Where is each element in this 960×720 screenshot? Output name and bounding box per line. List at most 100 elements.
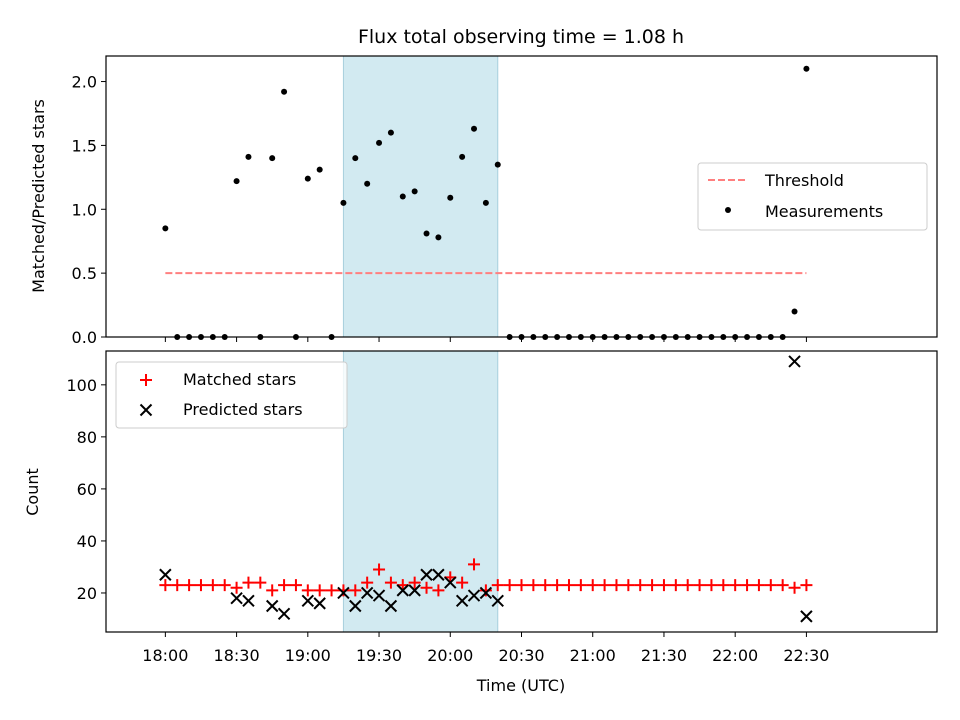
panel-1: 20 40 60 80 100 18:00 18:30 19:00 19:30 20:00 20:3… [66,350,938,665]
measurement-point [376,139,383,146]
matched-star-marker [159,579,172,592]
matched-star-marker [610,579,623,592]
predicted-star-marker [479,586,493,600]
measurement-point [233,178,240,185]
predicted-star-marker [800,610,813,623]
x-tick-label: 18:00 [142,646,188,665]
matched-star-marker [681,579,694,592]
matched-star-marker [361,576,374,589]
measurement-point [411,188,418,195]
x-tick-label: 19:30 [356,646,402,665]
matched-star-marker [432,584,445,597]
measurement-point [494,161,501,168]
measurement-point [340,199,347,206]
matched-star-marker [301,584,314,597]
predicted-star-marker [444,576,457,589]
legend-matched-label: Matched stars [183,370,296,389]
y-tick-label: 0.5 [72,264,97,283]
predicted-star-marker [467,589,481,602]
x-axis-label: Time (UTC) [476,676,565,695]
measurement-point [316,166,323,173]
top-y-axis-label: Matched/Predicted stars [29,99,48,293]
predicted-star-marker [396,584,409,597]
measurement-point [304,175,311,182]
y-tick-label: 0.0 [72,328,97,347]
matched-star-marker [586,579,599,592]
matched-star-marker [622,579,635,592]
x-tick-label: 20:00 [427,646,473,665]
matched-star-marker [752,579,765,592]
legend-box [697,162,928,231]
measurement-point [399,193,406,200]
x-tick-label: 19:00 [285,646,331,665]
matched-star-marker [669,579,682,592]
y-tick-label: 1.0 [72,200,97,219]
matched-star-marker [325,584,338,597]
matched-star-marker [468,558,481,571]
y-tick-label: 40 [77,532,97,551]
matched-star-marker [693,579,706,592]
shaded-span [343,56,498,337]
y-tick-label: 60 [77,480,97,499]
shaded-span [343,351,498,632]
matched-star-marker [634,579,647,592]
matched-star-marker [491,579,504,592]
matched-star-marker [562,579,575,592]
predicted-star-marker [408,584,421,597]
predicted-star-marker [432,568,445,581]
predicted-star-marker [455,594,469,607]
x-tick-label: 22:30 [783,646,829,665]
measurement-point [471,125,478,132]
matched-star-marker [278,579,291,592]
predicted-star-marker [420,568,433,581]
matched-star-marker [313,584,326,597]
measurement-point [791,308,798,315]
measurement-point [803,65,810,72]
predicted-star-marker [337,586,350,600]
legend: Matched stars Predicted stars [115,361,348,429]
legend: Threshold Measurements [697,162,928,231]
matched-star-marker [266,584,279,597]
matched-star-marker [420,581,433,594]
predicted-star-marker [788,355,801,368]
matched-star-marker [776,579,789,592]
predicted-star-marker [242,594,255,607]
predicted-star-marker [491,594,504,607]
chart-title: Flux total observing time = 1.08 h [358,26,684,48]
legend-box [115,361,348,429]
matched-star-marker [741,579,754,592]
measurement-point [459,153,466,160]
x-tick-label: 20:30 [498,646,544,665]
y-tick-label: 20 [77,584,97,603]
matched-star-marker [539,579,552,592]
measurement-point [423,230,430,237]
y-tick-label: 80 [77,428,97,447]
matched-star-marker [503,579,516,592]
predicted-star-marker [265,599,279,613]
predicted-star-marker [277,607,291,620]
matched-star-marker [598,579,611,592]
matched-star-marker [456,576,469,589]
matched-star-marker [206,579,219,592]
matched-star-marker [574,579,587,592]
matched-star-marker [527,579,540,592]
legend-measurement-label: Measurements [765,202,883,221]
matched-star-marker [657,579,670,592]
predicted-star-marker [384,599,398,613]
y-tick-label: 100 [66,376,97,395]
bottom-y-axis-label: Count [23,468,42,516]
predicted-star-marker [230,591,243,605]
matched-star-marker [349,584,362,597]
matched-star-marker [242,576,255,589]
matched-star-marker [408,576,421,589]
matched-star-marker [384,576,397,589]
measurement-point [245,153,252,160]
matched-star-marker [717,579,730,592]
measurement-point [387,129,394,136]
y-tick-label: 1.5 [72,136,97,155]
y-tick-label: 2.0 [72,73,97,92]
predicted-star-marker [360,586,374,600]
panel-0: 0.0 0.5 1.0 1.5 2.0 Threshold Measurements [72,55,938,347]
predicted-star-marker [159,568,172,581]
